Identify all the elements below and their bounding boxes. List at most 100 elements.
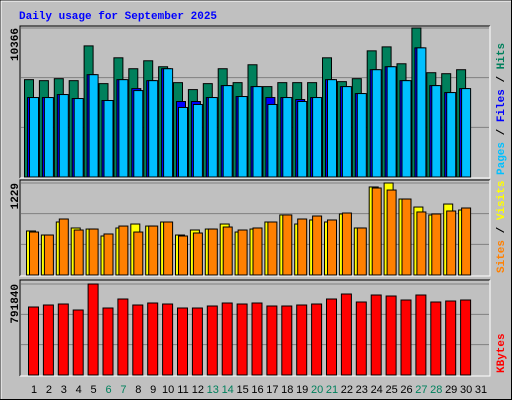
bar (148, 80, 159, 178)
legend-separator: / (496, 122, 508, 142)
x-tick-label: 17 (266, 384, 278, 396)
bar (281, 305, 293, 376)
bar (415, 294, 427, 376)
y-tick-label: 1229 (10, 183, 22, 209)
bar (386, 189, 397, 276)
chart-title: Daily usage for September 2025 (19, 11, 217, 23)
bar (178, 106, 188, 178)
bar (162, 303, 174, 376)
bar (326, 298, 337, 376)
bar (430, 301, 442, 376)
bar (445, 300, 457, 376)
bar (431, 213, 442, 276)
bar (43, 234, 54, 276)
bar (191, 307, 203, 376)
bar (132, 304, 144, 376)
x-tick-label: 24 (371, 384, 383, 396)
legend-separator: / (496, 69, 508, 89)
bar (416, 47, 427, 178)
bar (221, 302, 233, 376)
bar (312, 215, 323, 276)
bar (356, 227, 367, 276)
bar (88, 228, 99, 276)
x-tick-label: 9 (150, 384, 156, 396)
x-tick-label: 19 (296, 384, 308, 396)
x-tick-label: 31 (475, 384, 487, 396)
bar (103, 100, 114, 178)
bar (251, 302, 263, 376)
x-tick-label: 13 (207, 384, 219, 396)
bar (341, 212, 352, 276)
legend-separator: / (496, 220, 508, 240)
bar (296, 304, 308, 376)
legend: Pages / Files / Hits (496, 43, 508, 175)
bar (356, 93, 367, 178)
legend-entry: Hits (496, 43, 508, 69)
x-tick-label: 6 (105, 384, 111, 396)
bar (237, 96, 248, 178)
bar (340, 293, 352, 376)
x-tick-label: 25 (385, 384, 397, 396)
bar (252, 227, 263, 276)
bar (43, 97, 54, 178)
bar (29, 97, 39, 178)
legend-entry: KBytes (496, 333, 508, 373)
x-tick-label: 1 (31, 384, 37, 396)
bar (118, 79, 129, 178)
y-tick-label: 791840 (10, 284, 22, 324)
bar (58, 94, 69, 178)
bar (461, 88, 472, 178)
bar (237, 229, 248, 276)
x-tick-label: 21 (326, 384, 338, 396)
x-tick-label: 29 (445, 384, 457, 396)
bar (133, 90, 144, 178)
panel-bevel-dark (19, 279, 490, 376)
bar (57, 303, 69, 376)
x-tick-label: 22 (341, 384, 353, 396)
x-tick-label: 23 (356, 384, 368, 396)
bar (222, 85, 233, 178)
bar (222, 226, 233, 276)
bar (401, 80, 412, 178)
x-tick-label: 28 (430, 384, 442, 396)
x-tick-label: 18 (281, 384, 293, 396)
bar (371, 69, 382, 178)
bar (311, 303, 323, 376)
x-tick-label: 7 (120, 384, 126, 396)
bar (103, 233, 114, 276)
bar (312, 97, 323, 178)
y-tick-label: 10366 (10, 28, 22, 61)
bar (267, 103, 278, 178)
bar (163, 68, 174, 178)
bar (29, 231, 39, 276)
bar (297, 218, 308, 276)
legend-entry: Pages (496, 142, 508, 175)
bar (72, 309, 84, 376)
x-tick-label: 26 (400, 384, 412, 396)
bar (177, 307, 188, 376)
x-tick-label: 11 (177, 384, 188, 396)
bar (282, 97, 293, 178)
bar (341, 86, 352, 178)
x-tick-label: 20 (311, 384, 323, 396)
x-tick-label: 5 (91, 384, 97, 396)
bar (192, 103, 203, 178)
legend-entry: Visits (496, 181, 508, 221)
legend: KBytes (496, 333, 508, 373)
bar (355, 301, 367, 376)
panel-bevel-light (20, 26, 491, 179)
x-tick-label: 4 (76, 384, 82, 396)
x-tick-label: 30 (460, 384, 472, 396)
bar (102, 307, 114, 376)
bar (327, 219, 337, 276)
bar (400, 299, 412, 376)
bar (327, 79, 337, 178)
x-tick-label: 8 (135, 384, 141, 396)
panel-bevel-light (20, 180, 491, 277)
legend: Sites / Visits (496, 181, 508, 273)
x-tick-label: 14 (222, 384, 234, 396)
legend-entry: Sites (496, 240, 508, 273)
bar (401, 198, 412, 276)
